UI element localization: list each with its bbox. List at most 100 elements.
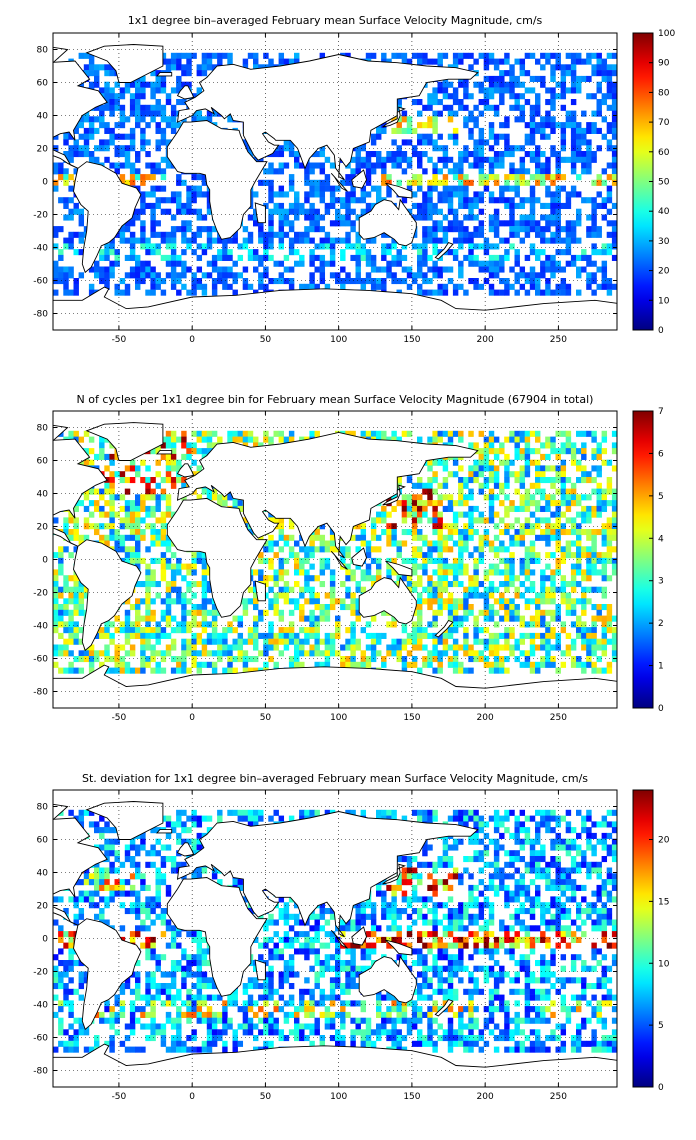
bin-cell bbox=[329, 586, 336, 593]
bin-cell bbox=[596, 511, 602, 518]
bin-cell bbox=[304, 237, 310, 244]
bin-cell bbox=[406, 58, 413, 65]
bin-cell bbox=[591, 604, 597, 611]
bin-cell bbox=[309, 592, 315, 599]
bin-cell bbox=[160, 185, 167, 192]
bin-cell bbox=[360, 254, 367, 261]
bin-cell bbox=[437, 459, 443, 466]
bin-cell bbox=[186, 442, 192, 449]
bin-cell bbox=[611, 237, 617, 244]
bin-cell bbox=[458, 243, 464, 250]
bin-cell bbox=[576, 581, 582, 588]
bin-cell bbox=[488, 289, 495, 296]
bin-cell bbox=[63, 517, 69, 524]
bin-cell bbox=[406, 529, 413, 536]
bin-cell bbox=[524, 563, 531, 570]
bin-cell bbox=[376, 517, 382, 524]
bin-cell bbox=[355, 604, 361, 611]
bin-cell bbox=[94, 260, 100, 267]
bin-cell bbox=[499, 254, 505, 261]
bin-cell bbox=[68, 133, 74, 140]
bin-cell bbox=[304, 586, 310, 593]
bin-cell bbox=[191, 185, 197, 192]
bin-cell bbox=[386, 575, 392, 582]
bin-cell bbox=[417, 266, 423, 273]
bin-cell bbox=[396, 156, 402, 163]
bin-cell bbox=[186, 609, 192, 616]
bin-cell bbox=[140, 627, 146, 634]
bin-cell bbox=[104, 249, 110, 256]
bin-cell bbox=[545, 289, 551, 296]
bin-cell bbox=[314, 162, 320, 169]
bin-cell bbox=[360, 191, 367, 198]
bin-cell bbox=[581, 609, 587, 616]
bin-cell bbox=[109, 482, 115, 489]
bin-cell bbox=[550, 99, 556, 106]
bin-cell bbox=[319, 615, 326, 622]
bin-cell bbox=[437, 586, 443, 593]
bin-cell bbox=[335, 615, 341, 622]
bin-cell bbox=[493, 104, 500, 111]
bin-cell bbox=[160, 110, 167, 117]
bin-cell bbox=[596, 505, 602, 512]
bin-cell bbox=[83, 488, 90, 495]
bin-cell bbox=[160, 133, 167, 140]
bin-cell bbox=[324, 283, 331, 290]
bin-cell bbox=[150, 534, 156, 541]
bin-cell bbox=[570, 116, 577, 123]
bin-cell bbox=[427, 208, 433, 215]
land-outline bbox=[330, 172, 348, 192]
bin-cell bbox=[340, 214, 346, 221]
bin-cell bbox=[452, 523, 459, 530]
bin-cell bbox=[119, 133, 126, 140]
bin-cell bbox=[345, 563, 351, 570]
bin-cell bbox=[268, 586, 274, 593]
bin-cell bbox=[273, 592, 279, 599]
bin-cell bbox=[560, 581, 567, 588]
bin-cell bbox=[596, 87, 602, 94]
bin-cell bbox=[411, 278, 418, 285]
bin-cell bbox=[591, 64, 597, 71]
bin-cell bbox=[483, 104, 490, 111]
bin-cell bbox=[570, 552, 577, 559]
bin-cell bbox=[422, 482, 428, 489]
bin-cell bbox=[406, 116, 413, 123]
bin-cell bbox=[493, 139, 500, 146]
bin-cell bbox=[427, 494, 433, 501]
bin-cell bbox=[299, 208, 305, 215]
bin-cell bbox=[242, 237, 249, 244]
bin-cell bbox=[529, 185, 536, 192]
bin-cell bbox=[324, 174, 331, 181]
bin-cell bbox=[468, 64, 474, 71]
bin-cell bbox=[468, 523, 474, 530]
bin-cell bbox=[437, 249, 443, 256]
bin-cell bbox=[535, 231, 541, 238]
bin-cell bbox=[335, 237, 341, 244]
bin-cell bbox=[370, 254, 377, 261]
bin-cell bbox=[253, 604, 259, 611]
bin-cell bbox=[288, 151, 295, 158]
bin-cell bbox=[591, 179, 597, 186]
bin-cell bbox=[493, 174, 500, 181]
bin-cell bbox=[119, 179, 126, 186]
bin-cell bbox=[211, 604, 218, 611]
bin-cell bbox=[606, 185, 613, 192]
bin-cell bbox=[499, 122, 505, 129]
bin-cell bbox=[273, 260, 279, 267]
bin-cell bbox=[458, 202, 464, 209]
bin-cell bbox=[324, 231, 331, 238]
bin-cell bbox=[370, 139, 377, 146]
bin-cell bbox=[437, 81, 443, 88]
bin-cell bbox=[458, 226, 464, 233]
bin-cell bbox=[560, 122, 567, 129]
bin-cell bbox=[576, 494, 582, 501]
bin-cell bbox=[242, 598, 249, 605]
bin-cell bbox=[104, 500, 110, 507]
bin-cell bbox=[206, 448, 213, 455]
bin-cell bbox=[345, 231, 351, 238]
bin-cell bbox=[114, 99, 120, 106]
bin-cell bbox=[53, 266, 59, 273]
bin-cell bbox=[186, 58, 192, 65]
bin-cell bbox=[381, 505, 387, 512]
bin-cell bbox=[309, 179, 315, 186]
